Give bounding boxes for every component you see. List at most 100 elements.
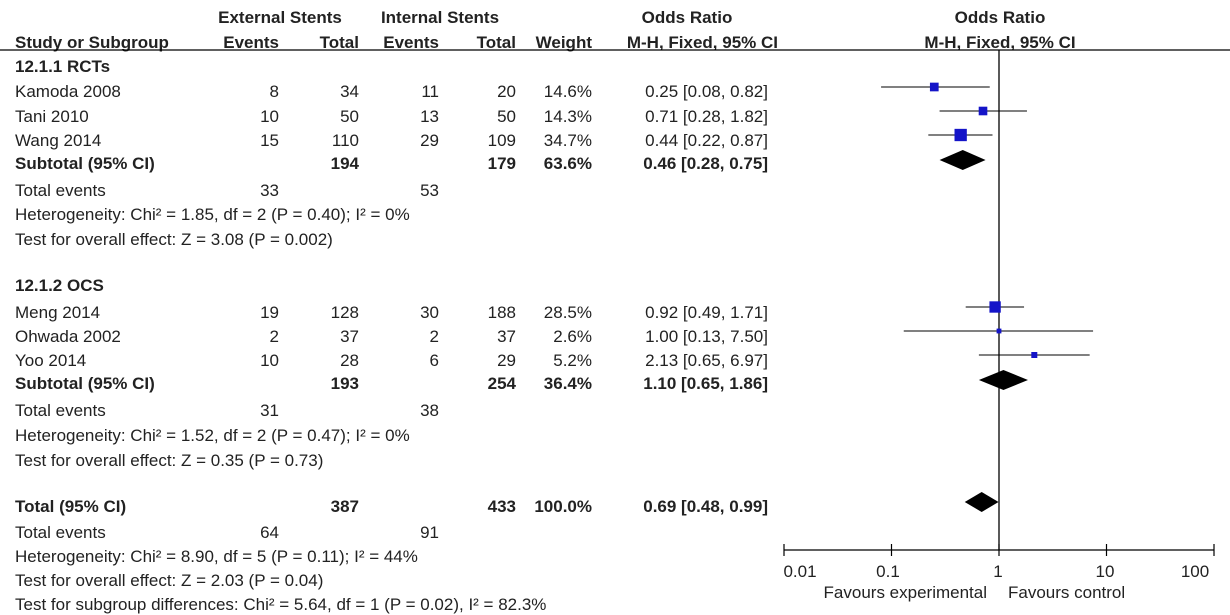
total-events-exp: 31 xyxy=(260,401,279,420)
total-events-label: Total events xyxy=(15,401,106,420)
overall-effect-text: Test for overall effect: Z = 0.35 (P = 0… xyxy=(15,451,324,470)
heterogeneity-text: Heterogeneity: Chi² = 1.85, df = 2 (P = … xyxy=(15,205,410,224)
col-events-ctl: Events xyxy=(383,33,439,52)
total-ctl: 37 xyxy=(497,327,516,346)
col-method: M-H, Fixed, 95% CI xyxy=(626,33,778,52)
odds-ratio-ci: 0.25 [0.08, 0.82] xyxy=(645,82,768,101)
study-name: Kamoda 2008 xyxy=(15,82,121,101)
total-total-exp: 387 xyxy=(330,497,359,516)
col-weight: Weight xyxy=(535,33,592,52)
heterogeneity-text: Heterogeneity: Chi² = 1.52, df = 2 (P = … xyxy=(15,426,410,445)
weight: 2.6% xyxy=(553,327,592,346)
study-name: Wang 2014 xyxy=(15,131,102,150)
total-events-exp: 33 xyxy=(260,181,279,200)
subtotal-ci: 0.46 [0.28, 0.75] xyxy=(643,154,768,173)
total-events-ctl: 91 xyxy=(420,523,439,542)
study-name: Yoo 2014 xyxy=(15,351,87,370)
total-ci: 0.69 [0.48, 0.99] xyxy=(643,497,768,516)
x-tick-label: 0.01 xyxy=(783,562,817,581)
subgroup-difference-text: Test for subgroup differences: Chi² = 5.… xyxy=(15,595,547,614)
total-ctl: 29 xyxy=(497,351,516,370)
total-events-label: Total events xyxy=(15,181,106,200)
weight: 5.2% xyxy=(553,351,592,370)
events-ctl: 30 xyxy=(420,303,439,322)
total-exp: 50 xyxy=(340,107,359,126)
weight: 28.5% xyxy=(543,303,592,322)
heterogeneity-text: Heterogeneity: Chi² = 8.90, df = 5 (P = … xyxy=(15,547,418,566)
or-column-title: Odds Ratio xyxy=(641,8,733,27)
total-total-ctl: 433 xyxy=(487,497,516,516)
total-exp: 34 xyxy=(340,82,359,101)
subtotal-total-exp: 194 xyxy=(330,154,359,173)
pooled-diamond xyxy=(964,492,999,512)
x-tick-label: 0.1 xyxy=(876,562,900,581)
events-ctl: 6 xyxy=(429,351,439,370)
subtotal-label: Subtotal (95% CI) xyxy=(15,374,155,393)
study-weight-marker xyxy=(978,106,988,116)
x-tick-label: 10 xyxy=(1095,562,1115,581)
col-events-exp: Events xyxy=(223,33,279,52)
weight: 34.7% xyxy=(543,131,592,150)
pooled-diamond xyxy=(978,370,1028,390)
events-ctl: 13 xyxy=(420,107,439,126)
subtotal-label: Subtotal (95% CI) xyxy=(15,154,155,173)
odds-ratio-ci: 0.44 [0.22, 0.87] xyxy=(645,131,768,150)
events-exp: 8 xyxy=(269,82,279,101)
odds-ratio-ci: 1.00 [0.13, 7.50] xyxy=(645,327,768,346)
total-exp: 128 xyxy=(330,303,359,322)
total-events-exp: 64 xyxy=(260,523,279,542)
weight: 14.3% xyxy=(543,107,592,126)
study-weight-marker xyxy=(929,82,939,92)
events-ctl: 2 xyxy=(429,327,439,346)
overall-effect-text: Test for overall effect: Z = 2.03 (P = 0… xyxy=(15,571,324,590)
study-weight-marker xyxy=(1031,352,1038,358)
events-exp: 10 xyxy=(260,351,279,370)
total-events-ctl: 53 xyxy=(420,181,439,200)
total-events-label: Total events xyxy=(15,523,106,542)
study-weight-marker xyxy=(996,328,1002,334)
weight: 14.6% xyxy=(543,82,592,101)
total-weight: 100.0% xyxy=(534,497,592,516)
plot-method: M-H, Fixed, 95% CI xyxy=(924,33,1076,52)
favours-experimental-label: Favours experimental xyxy=(823,583,987,602)
total-ctl: 188 xyxy=(487,303,516,322)
x-tick-label: 1 xyxy=(993,562,1003,581)
total-label: Total (95% CI) xyxy=(15,497,127,516)
study-name: Ohwada 2002 xyxy=(15,327,121,346)
total-exp: 28 xyxy=(340,351,359,370)
total-ctl: 109 xyxy=(487,131,516,150)
events-exp: 10 xyxy=(260,107,279,126)
events-ctl: 29 xyxy=(420,131,439,150)
group-header-internal: Internal Stents xyxy=(380,8,500,27)
total-exp: 110 xyxy=(331,131,359,150)
pooled-diamond xyxy=(939,150,986,170)
study-name: Meng 2014 xyxy=(15,303,101,322)
study-weight-marker xyxy=(989,301,1001,313)
events-exp: 15 xyxy=(260,131,279,150)
subtotal-weight: 63.6% xyxy=(543,154,592,173)
total-ctl: 20 xyxy=(497,82,516,101)
group-header-external: External Stents xyxy=(218,8,342,27)
total-events-ctl: 38 xyxy=(420,401,439,420)
favours-control-label: Favours control xyxy=(1008,583,1126,602)
col-total-exp: Total xyxy=(319,33,359,52)
subtotal-weight: 36.4% xyxy=(543,374,592,393)
total-exp: 37 xyxy=(340,327,359,346)
study-weight-marker xyxy=(954,128,967,142)
subtotal-total-exp: 193 xyxy=(330,374,359,393)
events-exp: 19 xyxy=(260,303,279,322)
odds-ratio-ci: 0.71 [0.28, 1.82] xyxy=(645,107,768,126)
subtotal-ci: 1.10 [0.65, 1.86] xyxy=(643,374,768,393)
col-total-ctl: Total xyxy=(476,33,516,52)
odds-ratio-ci: 0.92 [0.49, 1.71] xyxy=(645,303,768,322)
overall-effect-text: Test for overall effect: Z = 3.08 (P = 0… xyxy=(15,230,333,249)
col-study: Study or Subgroup xyxy=(15,33,169,52)
events-exp: 2 xyxy=(269,327,279,346)
plot-title: Odds Ratio xyxy=(954,8,1046,27)
subtotal-total-ctl: 179 xyxy=(487,154,516,173)
x-tick-label: 100 xyxy=(1180,562,1210,581)
subgroup-heading: 12.1.2 OCS xyxy=(15,276,104,295)
subgroup-heading: 12.1.1 RCTs xyxy=(15,57,111,76)
study-name: Tani 2010 xyxy=(15,107,89,126)
